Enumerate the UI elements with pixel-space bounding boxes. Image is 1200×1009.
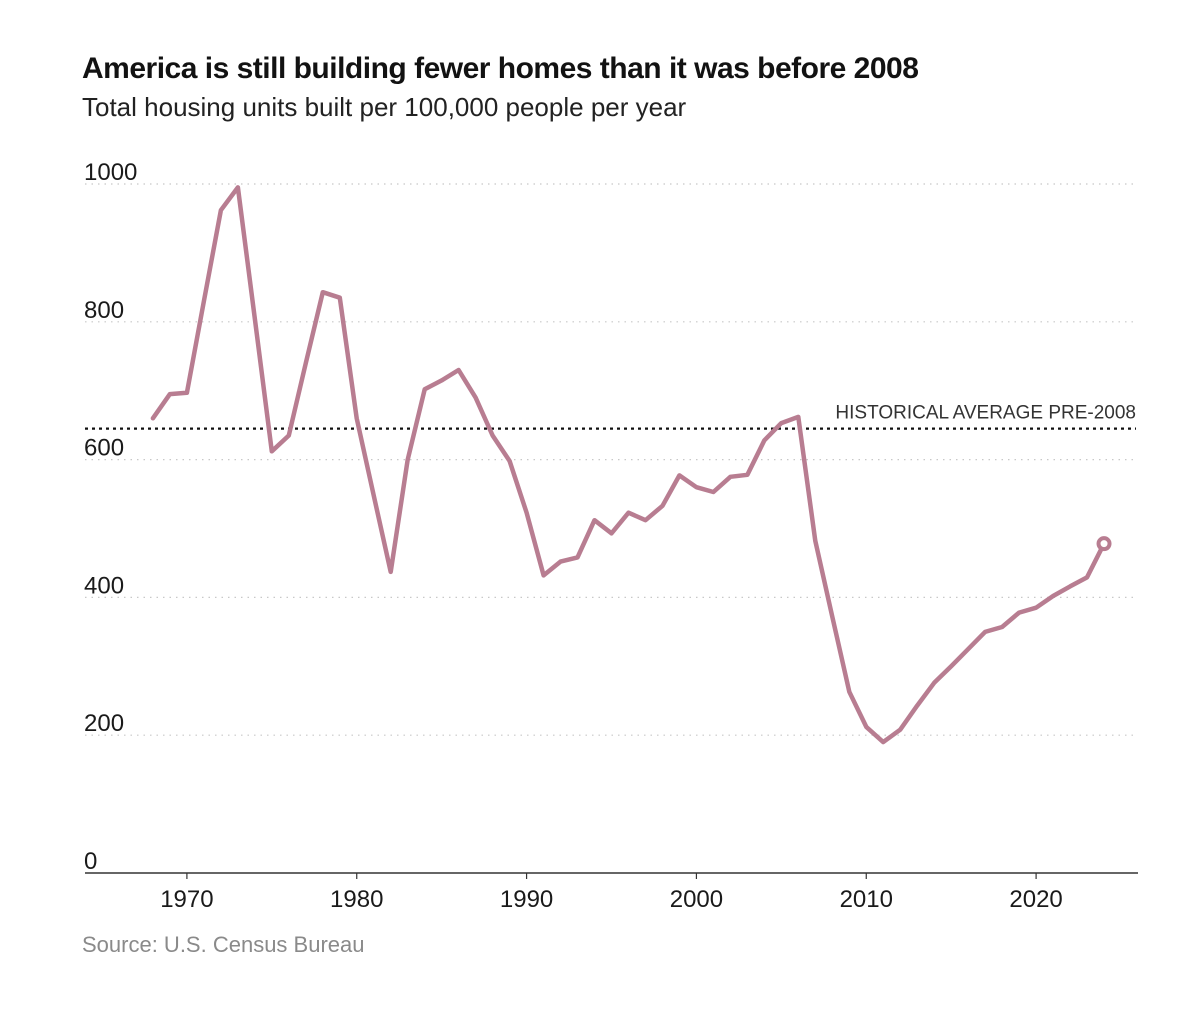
housing-units-series-line <box>150 185 1107 745</box>
chart-title: America is still building fewer homes th… <box>82 52 919 85</box>
x-tick-label: 1980 <box>330 886 383 913</box>
latest-value-marker <box>1096 536 1112 552</box>
x-tick-label: 1990 <box>500 886 553 913</box>
source-note: Source: U.S. Census Bureau <box>82 932 365 957</box>
y-tick-label: 200 <box>84 710 124 737</box>
x-tick-label: 2000 <box>670 886 723 913</box>
y-tick-label: 600 <box>84 435 124 462</box>
historical-average-label: HISTORICAL AVERAGE PRE-2008 <box>835 403 1136 424</box>
x-tick-label: 2020 <box>1009 886 1062 913</box>
x-tick-label: 1970 <box>160 886 213 913</box>
y-tick-label: 800 <box>84 297 124 324</box>
y-tick-label: 1000 <box>84 159 137 186</box>
chart-subtitle: Total housing units built per 100,000 pe… <box>82 92 687 122</box>
y-tick-label: 0 <box>84 848 97 875</box>
x-tick-label: 2010 <box>840 886 893 913</box>
y-tick-label: 400 <box>84 572 124 599</box>
